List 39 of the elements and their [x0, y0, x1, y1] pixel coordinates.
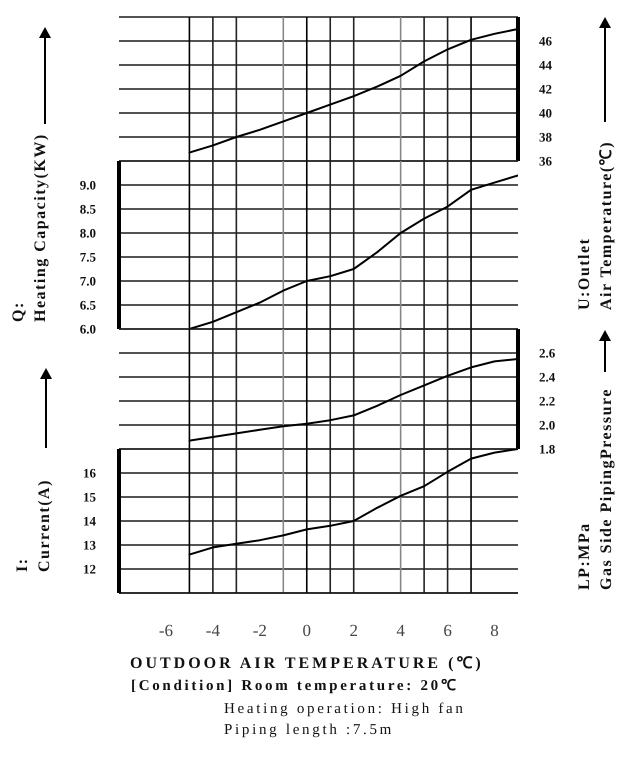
y-tick-label: 16: [83, 466, 96, 481]
y2-tick-label: 36: [539, 154, 552, 169]
y-tick-label: 12: [83, 562, 96, 577]
y-tick-label: 6.5: [80, 298, 96, 313]
x-tick-label: 2: [349, 621, 358, 640]
y-axis-title: Q: Heating Capacity(KW): [10, 133, 49, 322]
y2-tick-label: 2.0: [539, 418, 556, 433]
y2-tick-label: 42: [539, 82, 552, 97]
y-tick-label: 13: [83, 538, 96, 553]
y-tick-label: 7.5: [80, 250, 96, 265]
x-tick-label: -4: [206, 621, 220, 640]
y2-tick-label: 2.4: [539, 370, 556, 385]
y-tick-label: 7.0: [80, 274, 96, 289]
x-tick-label: 8: [490, 621, 499, 640]
x-tick-label: 0: [302, 621, 312, 640]
text: Piping length :7.5m: [224, 722, 394, 738]
y2-tick-label: 46: [539, 34, 552, 49]
y2-tick-label: 2.6: [539, 346, 556, 361]
y2-tick-label: 44: [539, 58, 552, 73]
y2-tick-label: 1.8: [539, 442, 556, 457]
x-tick-label: 6: [443, 621, 452, 640]
text: [Condition] Room temperature: 20℃: [131, 678, 459, 694]
y2-tick-label: 2.2: [539, 394, 556, 409]
text: Heating operation: High fan: [224, 701, 466, 717]
y-tick-label: 14: [83, 514, 96, 529]
y-axis-title: I: Current(A): [14, 479, 53, 572]
y2-axis-title: LP:MPa Gas Side PipingPressure: [576, 388, 615, 590]
y2-axis-title: U:Outlet Air Temperature(℃): [576, 140, 615, 310]
y2-tick-label: 40: [539, 106, 552, 121]
y-tick-label: 8.0: [80, 226, 96, 241]
y-tick-label: 15: [83, 490, 96, 505]
y2-tick-label: 38: [539, 130, 552, 145]
x-axis-title: OUTDOOR AIR TEMPERATURE (℃): [130, 655, 484, 672]
y-tick-label: 9.0: [80, 178, 96, 193]
x-tick-label: 4: [396, 621, 406, 640]
x-tick-label: -2: [252, 621, 267, 640]
y-tick-label: 6.0: [80, 322, 96, 337]
x-tick-label: -6: [158, 621, 174, 640]
y-tick-label: 8.5: [80, 202, 96, 217]
